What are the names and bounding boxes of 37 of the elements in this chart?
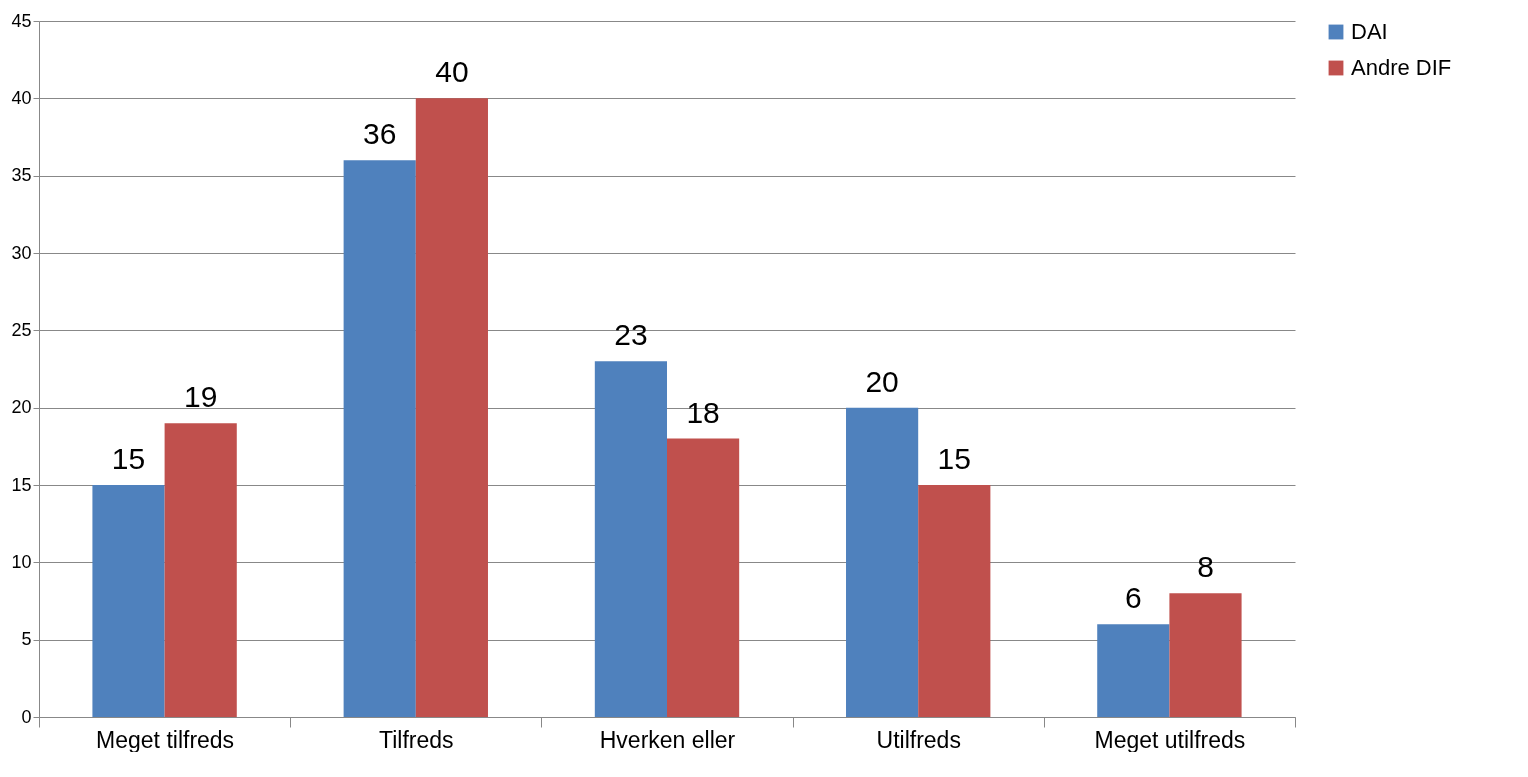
data-label: 15 bbox=[937, 442, 971, 475]
y-tick-label: 40 bbox=[11, 87, 32, 108]
data-label: 23 bbox=[614, 318, 648, 352]
y-tick-label: 10 bbox=[11, 551, 32, 572]
bar bbox=[1097, 624, 1170, 717]
legend-label: DAI bbox=[1351, 19, 1388, 44]
y-tick-label: 35 bbox=[11, 165, 32, 186]
y-tick-label: 5 bbox=[21, 629, 32, 650]
y-tick-label: 30 bbox=[11, 242, 32, 263]
data-label: 19 bbox=[184, 380, 218, 414]
bar bbox=[92, 485, 165, 717]
bar bbox=[415, 98, 488, 717]
bar bbox=[164, 423, 237, 717]
bar bbox=[1169, 593, 1242, 717]
data-label: 8 bbox=[1197, 550, 1214, 584]
x-tick-label: Meget utilfreds bbox=[1094, 726, 1246, 753]
y-tick-label: 25 bbox=[11, 319, 32, 340]
bar bbox=[594, 361, 667, 717]
data-label: 18 bbox=[686, 395, 720, 429]
data-label: 20 bbox=[865, 364, 899, 398]
data-label: 40 bbox=[435, 55, 469, 89]
bar bbox=[846, 407, 919, 717]
data-label: 15 bbox=[111, 442, 146, 475]
legend-label: Andre DIF bbox=[1351, 55, 1452, 80]
x-tick-label: Meget tilfreds bbox=[96, 726, 235, 753]
y-tick-label: 15 bbox=[11, 474, 32, 495]
y-tick-label: 45 bbox=[11, 10, 32, 31]
data-label: 36 bbox=[363, 117, 397, 151]
bar bbox=[918, 485, 991, 717]
x-tick-label: Tilfreds bbox=[379, 726, 454, 753]
data-label: 6 bbox=[1124, 581, 1142, 615]
x-tick-label: Utilfreds bbox=[876, 726, 961, 753]
x-tick-label: Hverken eller bbox=[599, 726, 736, 753]
y-tick-label: 0 bbox=[21, 706, 32, 727]
y-tick-label: 20 bbox=[11, 397, 32, 418]
bar bbox=[343, 160, 416, 717]
bar bbox=[667, 438, 740, 717]
